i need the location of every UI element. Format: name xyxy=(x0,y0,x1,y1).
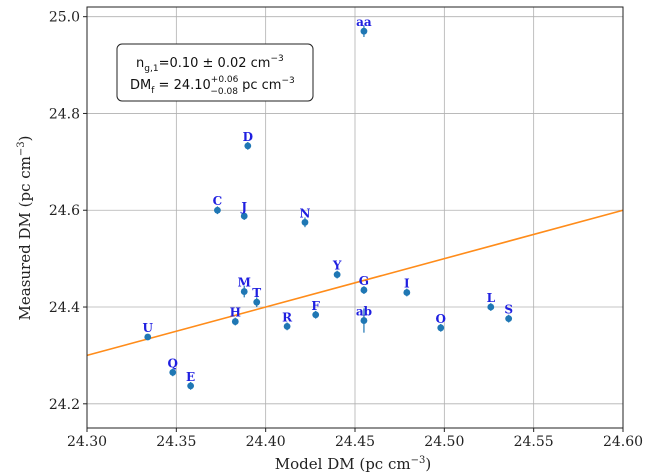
data-point-J: J xyxy=(240,200,248,220)
x-tick-label: 24.55 xyxy=(514,434,554,450)
data-point-D: D xyxy=(243,130,253,150)
x-tick-label: 24.45 xyxy=(335,434,375,450)
point-marker xyxy=(505,315,513,323)
point-label: D xyxy=(243,130,253,144)
point-label: E xyxy=(186,370,195,384)
y-tick-label: 25.0 xyxy=(49,10,80,26)
point-marker xyxy=(240,212,248,220)
point-label: I xyxy=(404,277,410,291)
y-tick-label: 24.2 xyxy=(49,397,80,413)
point-label: T xyxy=(252,286,261,300)
point-label: Q xyxy=(168,356,178,370)
y-tick-label: 24.8 xyxy=(49,106,80,122)
annotation-box: ng,1=0.10 ± 0.02 cm−3 DMf = 24.10+0.06 −0… xyxy=(116,43,314,102)
data-point-U: U xyxy=(143,321,154,341)
y-tick-label: 24.6 xyxy=(49,203,80,219)
fit-line xyxy=(86,209,624,357)
point-marker xyxy=(144,333,152,341)
point-label: M xyxy=(238,276,251,290)
point-marker xyxy=(487,303,495,311)
point-marker xyxy=(301,218,309,226)
data-point-ab: ab xyxy=(356,305,372,333)
axis-ticks: 24.30 24.35 24.40 24.45 24.50 24.55 24.60 24.2 2… xyxy=(49,10,643,450)
x-tick-label: 24.60 xyxy=(603,434,643,450)
x-tick-label: 24.40 xyxy=(246,434,286,450)
data-point-F: F xyxy=(311,299,320,319)
point-label: H xyxy=(230,306,241,320)
point-label: F xyxy=(311,299,320,313)
point-marker xyxy=(240,288,248,295)
point-marker xyxy=(283,322,291,330)
data-point-G: G xyxy=(359,274,369,294)
x-tick-label: 24.30 xyxy=(67,434,107,450)
data-point-M: M xyxy=(238,276,251,298)
data-point-L: L xyxy=(487,291,496,311)
point-marker xyxy=(214,206,221,214)
point-marker xyxy=(360,286,368,294)
data-point-Q: Q xyxy=(168,356,178,377)
data-point-E: E xyxy=(186,370,195,390)
point-label: G xyxy=(359,274,369,288)
point-label: aa xyxy=(356,15,372,29)
data-point-R: R xyxy=(282,310,293,331)
point-marker xyxy=(244,142,252,150)
data-point-I: I xyxy=(403,277,411,297)
annotation-line-1: ng,1=0.10 ± 0.02 cm−3 xyxy=(136,54,284,74)
annotation-line-2: DMf = 24.10+0.06 −0.08 pc cm−3 xyxy=(130,75,295,97)
data-point-H: H xyxy=(230,306,241,326)
data-point-S: S xyxy=(504,303,513,323)
data-point-O: O xyxy=(436,312,446,332)
point-marker xyxy=(403,289,411,296)
point-label: J xyxy=(240,200,247,214)
point-label: L xyxy=(487,291,496,305)
data-point-aa: aa xyxy=(356,15,372,38)
point-label: ab xyxy=(356,305,372,319)
data-point-N: N xyxy=(299,206,310,228)
point-marker xyxy=(360,317,368,324)
point-marker xyxy=(231,318,239,325)
point-label: Y xyxy=(332,259,342,273)
point-marker xyxy=(253,298,261,306)
point-label: R xyxy=(282,310,293,324)
point-marker xyxy=(333,271,341,279)
fit-line-group xyxy=(86,209,624,357)
data-point-Y: Y xyxy=(332,259,342,279)
x-tick-label: 24.50 xyxy=(424,434,464,450)
x-tick-label: 24.35 xyxy=(156,434,196,450)
x-axis-label: Model DM (pc cm−3) xyxy=(275,455,431,473)
point-label: N xyxy=(299,206,310,220)
point-marker xyxy=(360,27,368,35)
data-point-T: T xyxy=(252,286,261,308)
point-label: S xyxy=(504,303,513,317)
point-label: U xyxy=(143,321,154,335)
y-axis-label: Measured DM (pc cm−3) xyxy=(16,136,34,321)
point-label: C xyxy=(213,194,223,208)
y-tick-label: 24.4 xyxy=(49,300,80,316)
point-label: O xyxy=(436,312,446,326)
point-marker xyxy=(437,324,445,332)
point-marker xyxy=(312,311,320,319)
point-marker xyxy=(169,368,177,376)
point-marker xyxy=(187,382,195,390)
data-point-C: C xyxy=(213,194,223,215)
